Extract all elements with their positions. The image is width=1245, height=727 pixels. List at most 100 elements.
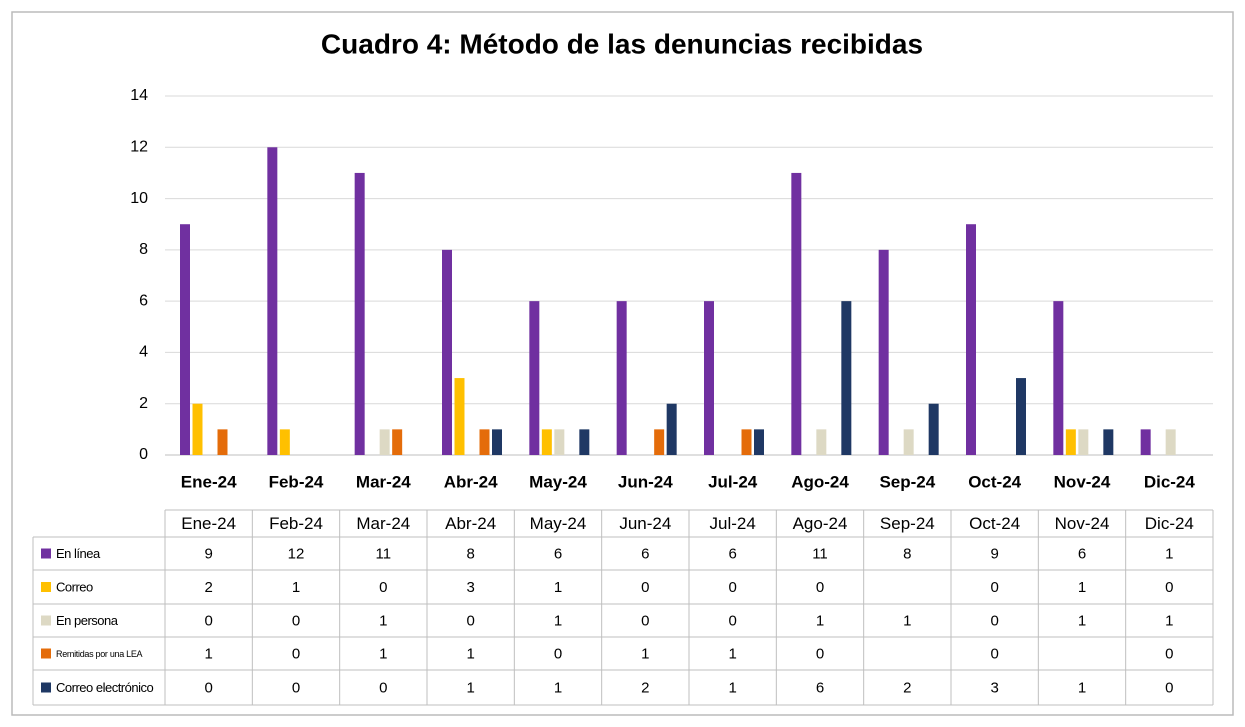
bar [541,429,552,455]
table-header: Ene-24 [181,514,236,533]
table-cell: 0 [466,612,474,629]
bar [816,429,827,455]
legend-swatch [41,615,51,626]
table-cell: 2 [903,679,911,696]
legend-label: En persona [56,613,119,628]
table-cell: 1 [728,645,736,662]
table-header: May-24 [530,514,587,533]
y-tick-label: 4 [139,344,148,361]
table-cell: 0 [990,645,998,662]
table-cell: 1 [466,679,474,696]
table-cell: 1 [1078,579,1086,596]
table-cell: 6 [728,545,736,562]
table-cell: 0 [990,612,998,629]
bar [279,429,290,455]
table-header: Jul-24 [710,514,756,533]
bar [392,429,403,455]
table-cell: 0 [1165,679,1173,696]
bar [192,403,203,455]
bar [1165,429,1176,455]
x-tick-label: Ene-24 [181,472,237,491]
table-cell: 11 [376,545,392,562]
table-header: Feb-24 [269,514,323,533]
table-header: Oct-24 [969,514,1020,533]
x-tick-label: May-24 [529,472,587,491]
table-cell: 0 [1165,645,1173,662]
bar [1140,429,1151,455]
x-tick-label: Abr-24 [444,472,498,491]
bar [1078,429,1089,455]
table-cell: 3 [990,679,998,696]
table-cell: 6 [554,545,562,562]
table-cell: 2 [641,679,649,696]
table-cell: 0 [816,645,824,662]
y-tick-label: 6 [139,292,148,309]
table-cell: 0 [292,612,300,629]
table-cell: 6 [1078,545,1086,562]
table-cell: 1 [466,645,474,662]
table-cell: 0 [816,579,824,596]
legend-label: Remitidas por una LEA [56,649,143,659]
bar [454,378,465,455]
table-cell: 1 [816,612,824,629]
table-cell: 8 [466,545,474,562]
table-cell: 0 [641,612,649,629]
table-cell: 0 [990,579,998,596]
x-tick-label: Oct-24 [968,472,1021,491]
legend-label: Correo electrónico [56,680,153,695]
x-tick-label: Jun-24 [618,472,673,491]
table-cell: 0 [728,612,736,629]
x-tick-label: Mar-24 [356,472,411,491]
table-cell: 1 [1165,545,1173,562]
table-header: Abr-24 [445,514,496,533]
table-cell: 3 [466,579,474,596]
chart-title: Cuadro 4: Método de las denuncias recibi… [321,28,923,59]
y-tick-label: 0 [139,446,148,463]
table-cell: 1 [1078,612,1086,629]
y-tick-label: 8 [139,241,148,258]
legend-label: En línea [56,546,101,561]
bar [928,403,939,455]
bar [841,301,852,455]
bar [1103,429,1114,455]
table-cell: 11 [812,545,828,562]
table-cell: 1 [379,645,387,662]
bar [1016,378,1026,455]
x-tick-label: Sep-24 [879,472,935,491]
bar [529,301,540,455]
table-cell: 1 [204,645,212,662]
table-cell: 0 [379,579,387,596]
bar [654,429,665,455]
table-cell: 6 [641,545,649,562]
table-cell: 1 [292,579,300,596]
table-cell: 1 [554,679,562,696]
table-cell: 1 [379,612,387,629]
bar [754,429,764,455]
x-tick-label: Feb-24 [269,472,324,491]
table-header: Nov-24 [1055,514,1110,533]
table-header: Sep-24 [880,514,935,533]
table-cell: 1 [641,645,649,662]
table-cell: 1 [1165,612,1173,629]
table-header: Ago-24 [793,514,848,533]
table-cell: 6 [816,679,824,696]
table-cell: 1 [903,612,911,629]
table-cell: 8 [903,545,911,562]
bar [741,429,752,455]
table-cell: 0 [292,645,300,662]
bar [479,429,490,455]
table-cell: 0 [728,579,736,596]
table-cell: 0 [1165,579,1173,596]
legend-swatch [41,582,51,592]
bar [554,429,565,455]
bar [666,403,677,455]
table-cell: 1 [728,679,736,696]
bar [903,429,914,455]
table-cell: 9 [990,545,998,562]
x-tick-label: Ago-24 [791,472,849,491]
y-tick-label: 10 [130,190,148,207]
legend-swatch [41,548,51,559]
table-cell: 12 [288,545,305,562]
y-tick-label: 14 [130,87,148,104]
